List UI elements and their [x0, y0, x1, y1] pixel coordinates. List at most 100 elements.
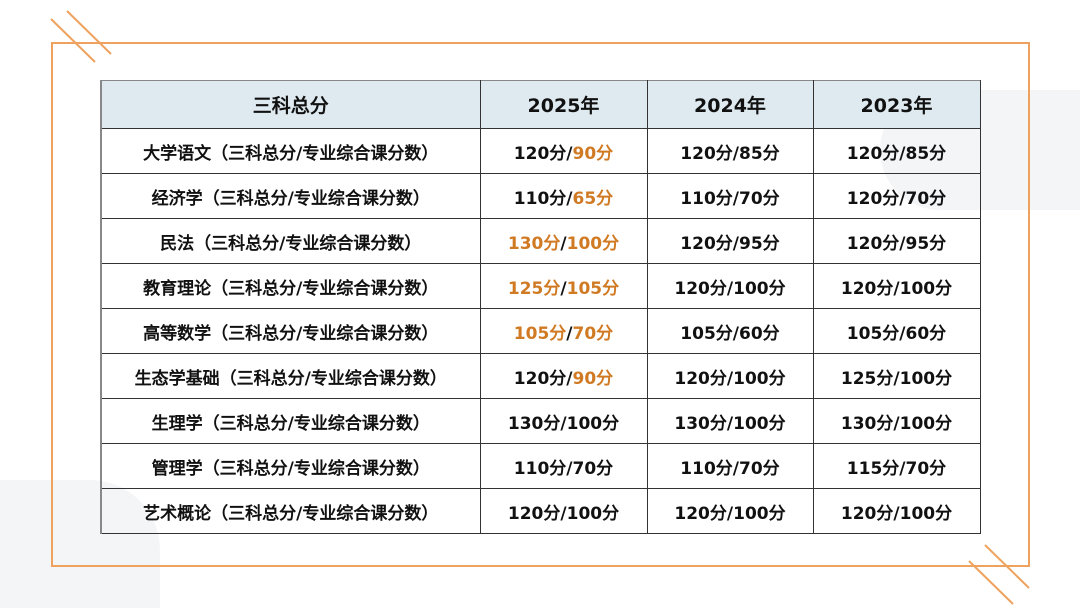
- table-row: 民法（三科总分/专业综合课分数） 130分/100分 120分/95分 120分/95…: [100, 218, 981, 264]
- subject-name: 经济学（三科总分/专业综合课分数）: [100, 173, 481, 219]
- subject-name: 管理学（三科总分/专业综合课分数）: [100, 443, 481, 489]
- score-cell: 130分/100分: [646, 398, 814, 444]
- major-score: 85分: [739, 143, 780, 164]
- total-score: 125分: [840, 368, 894, 389]
- score-cell: 120分/95分: [646, 218, 814, 264]
- major-score: 65分: [572, 188, 614, 209]
- separator: /: [893, 368, 900, 389]
- column-header: 2025年: [479, 80, 648, 129]
- separator: /: [566, 188, 573, 209]
- table-row: 高等数学（三科总分/专业综合课分数） 105分/70分 105分/60分 105分/6…: [100, 308, 981, 354]
- subject-name: 民法（三科总分/专业综合课分数）: [100, 218, 481, 264]
- score-cell: 120分/90分: [479, 128, 648, 174]
- table-row: 经济学（三科总分/专业综合课分数） 110分/65分 110分/70分 120分/70…: [100, 173, 981, 219]
- major-score: 90分: [572, 368, 614, 389]
- table-row: 生态学基础（三科总分/专业综合课分数） 120分/90分 120分/100分 125分…: [100, 353, 981, 399]
- separator: /: [726, 413, 734, 434]
- total-score: 110分: [513, 458, 567, 479]
- table-row: 生理学（三科总分/专业综合课分数） 130分/100分 130分/100分 130分/…: [100, 398, 981, 444]
- separator: /: [899, 143, 906, 164]
- major-score: 100分: [566, 233, 620, 254]
- score-cell: 120分/85分: [646, 128, 814, 174]
- subject-name: 艺术概论（三科总分/专业综合课分数）: [100, 488, 481, 534]
- score-cell: 120分/100分: [646, 488, 814, 534]
- table-row: 教育理论（三科总分/专业综合课分数） 125分/105分 120分/100分 120分…: [100, 263, 981, 309]
- separator: /: [732, 323, 740, 344]
- score-cell: 105分/60分: [812, 308, 981, 354]
- score-cell: 125分/105分: [479, 263, 648, 309]
- score-cell: 120分/100分: [479, 488, 648, 534]
- separator: /: [893, 278, 900, 299]
- separator: /: [560, 278, 567, 299]
- total-score: 120分: [846, 143, 900, 164]
- separator: /: [566, 323, 573, 344]
- major-score: 85分: [905, 143, 947, 164]
- separator: /: [899, 233, 906, 254]
- total-score: 110分: [680, 458, 733, 479]
- major-score: 100分: [566, 503, 620, 524]
- total-score: 120分: [846, 233, 900, 254]
- total-score: 130分: [507, 413, 561, 434]
- separator: /: [726, 368, 734, 389]
- score-cell: 105分/70分: [479, 308, 648, 354]
- major-score: 95分: [739, 233, 780, 254]
- total-score: 120分: [513, 368, 567, 389]
- total-score: 110分: [680, 188, 733, 209]
- separator: /: [560, 233, 567, 254]
- total-score: 130分: [507, 233, 561, 254]
- major-score: 100分: [733, 503, 786, 524]
- major-score: 100分: [733, 413, 786, 434]
- major-score: 100分: [733, 368, 786, 389]
- subject-name: 教育理论（三科总分/专业综合课分数）: [100, 263, 481, 309]
- total-score: 105分: [680, 323, 733, 344]
- total-score: 105分: [513, 323, 567, 344]
- score-cell: 125分/100分: [812, 353, 981, 399]
- separator: /: [899, 188, 906, 209]
- major-score: 70分: [739, 458, 780, 479]
- total-score: 110分: [513, 188, 567, 209]
- major-score: 60分: [739, 323, 780, 344]
- major-score: 100分: [899, 278, 953, 299]
- separator: /: [726, 503, 734, 524]
- major-score: 100分: [899, 413, 953, 434]
- separator: /: [560, 413, 567, 434]
- score-cell: 120分/70分: [812, 173, 981, 219]
- major-score: 60分: [905, 323, 947, 344]
- total-score: 120分: [846, 188, 900, 209]
- separator: /: [893, 503, 900, 524]
- major-score: 100分: [899, 503, 953, 524]
- separator: /: [566, 368, 573, 389]
- separator: /: [732, 458, 740, 479]
- decorative-frame: [51, 42, 1030, 567]
- total-score: 120分: [674, 368, 727, 389]
- major-score: 105分: [566, 278, 620, 299]
- total-score: 130分: [674, 413, 727, 434]
- score-cell: 110分/70分: [646, 173, 814, 219]
- table-row: 管理学（三科总分/专业综合课分数） 110分/70分 110分/70分 115分/70…: [100, 443, 981, 489]
- score-cell: 120分/85分: [812, 128, 981, 174]
- score-cell: 130分/100分: [479, 398, 648, 444]
- separator: /: [899, 323, 906, 344]
- total-score: 120分: [513, 143, 567, 164]
- major-score: 70分: [905, 458, 947, 479]
- column-header: 2023年: [812, 80, 981, 129]
- score-table: 三科总分 2025年 2024年 2023年 大学语文（三科总分/专业综合课分数） 12…: [100, 80, 981, 534]
- score-cell: 120分/100分: [646, 263, 814, 309]
- major-score: 95分: [905, 233, 947, 254]
- subject-name: 生理学（三科总分/专业综合课分数）: [100, 398, 481, 444]
- total-score: 120分: [674, 278, 727, 299]
- total-score: 120分: [840, 503, 894, 524]
- major-score: 70分: [572, 323, 614, 344]
- score-cell: 110分/65分: [479, 173, 648, 219]
- major-score: 70分: [572, 458, 614, 479]
- major-score: 100分: [899, 368, 953, 389]
- total-score: 115分: [846, 458, 900, 479]
- score-cell: 120分/100分: [812, 488, 981, 534]
- total-score: 120分: [840, 278, 894, 299]
- total-score: 120分: [680, 233, 733, 254]
- score-cell: 110分/70分: [479, 443, 648, 489]
- total-score: 120分: [507, 503, 561, 524]
- score-cell: 120分/95分: [812, 218, 981, 264]
- separator: /: [732, 233, 740, 254]
